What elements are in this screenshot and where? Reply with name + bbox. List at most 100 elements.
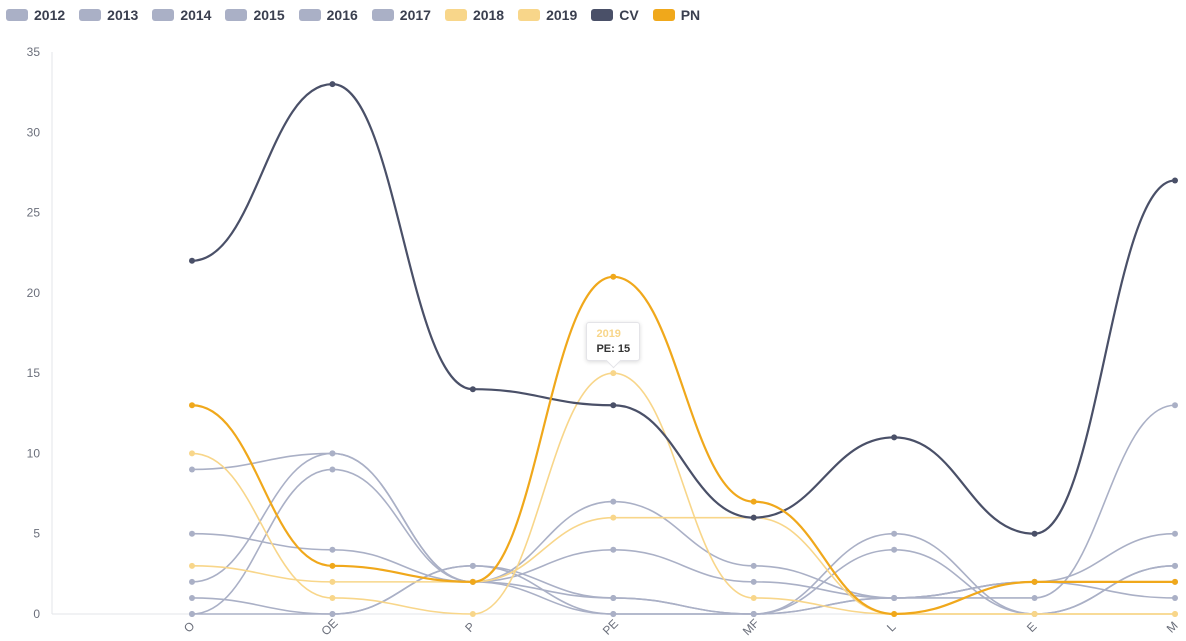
data-point-2012 xyxy=(1031,594,1038,601)
data-point-2015 xyxy=(891,530,898,537)
legend-swatch xyxy=(371,9,394,21)
x-tick-label: P xyxy=(462,619,478,635)
data-point-2015 xyxy=(1172,562,1178,569)
y-tick-label: 35 xyxy=(27,45,41,59)
y-tick-label: 30 xyxy=(27,125,41,139)
legend-swatch xyxy=(79,9,102,21)
legend-item-cv[interactable]: CV xyxy=(591,7,639,23)
data-point-2019 xyxy=(1031,611,1038,617)
data-point-pn xyxy=(750,498,757,505)
legend-label: CV xyxy=(619,7,639,23)
legend-swatch xyxy=(591,9,614,21)
data-point-pn xyxy=(610,273,617,280)
series-line-cv xyxy=(191,83,1176,535)
x-tick-label: O xyxy=(181,619,198,636)
legend-item-2013[interactable]: 2013 xyxy=(79,7,138,23)
legend-label: 2012 xyxy=(34,7,66,23)
series-line-pn xyxy=(191,275,1175,616)
series-line-2017 xyxy=(191,565,1175,615)
data-point-cv xyxy=(891,434,898,441)
data-point-2014 xyxy=(189,578,195,585)
legend-swatch xyxy=(225,9,248,21)
data-point-2013 xyxy=(1172,530,1178,537)
y-tick-label: 20 xyxy=(27,286,41,300)
x-tick-label: MF xyxy=(740,616,762,638)
data-point-pn xyxy=(1172,578,1178,585)
legend-item-2017[interactable]: 2017 xyxy=(371,7,431,23)
legend-item-pn[interactable]: PN xyxy=(652,7,701,23)
data-point-2014 xyxy=(329,450,336,457)
legend-swatch xyxy=(152,9,175,21)
data-point-2016 xyxy=(750,578,757,585)
data-point-2017 xyxy=(750,611,757,617)
legend-label: 2017 xyxy=(399,7,431,23)
legend-label: 2019 xyxy=(546,7,578,23)
data-point-2016 xyxy=(610,546,617,553)
data-point-2017 xyxy=(469,562,476,569)
data-point-2013 xyxy=(750,562,757,569)
series-line-2019 xyxy=(191,372,1175,615)
y-tick-label: 25 xyxy=(27,206,41,220)
data-point-2019 xyxy=(189,450,195,457)
legend-swatch xyxy=(298,9,321,21)
legend-swatch xyxy=(518,9,541,21)
legend-label: 2014 xyxy=(180,7,212,23)
x-tick-label: OE xyxy=(319,616,341,638)
data-point-2019 xyxy=(1172,611,1178,617)
data-point-pn xyxy=(1031,578,1038,585)
data-point-cv xyxy=(329,81,336,88)
data-point-2015 xyxy=(610,594,617,601)
series-line-2016 xyxy=(191,468,1176,615)
data-point-2018 xyxy=(189,562,195,569)
data-point-2017 xyxy=(610,611,617,617)
x-tick-label: L xyxy=(884,620,899,635)
x-tick-label: E xyxy=(1024,619,1040,635)
legend-item-2015[interactable]: 2015 xyxy=(225,7,285,23)
data-point-2014 xyxy=(891,546,898,553)
x-tick-label: M xyxy=(1164,619,1181,636)
legend-swatch xyxy=(652,9,675,21)
legend-swatch xyxy=(444,9,467,21)
data-point-cv xyxy=(750,514,757,521)
chart-tooltip: 2019 PE: 15 xyxy=(586,322,641,369)
data-point-pn xyxy=(329,562,336,569)
data-point-2015 xyxy=(189,594,195,601)
data-point-2019 xyxy=(469,611,476,617)
data-point-2018 xyxy=(610,514,617,521)
data-point-2013 xyxy=(610,498,617,505)
data-point-2016 xyxy=(1172,594,1178,601)
data-point-cv xyxy=(1172,177,1178,184)
data-point-2017 xyxy=(189,611,195,617)
legend-label: 2013 xyxy=(107,7,139,23)
series-line-2013 xyxy=(191,500,1176,599)
data-point-2019 xyxy=(750,594,757,601)
legend-item-2018[interactable]: 2018 xyxy=(444,7,504,23)
data-point-2018 xyxy=(329,578,336,585)
series-line-2015 xyxy=(191,532,1176,615)
legend-item-2019[interactable]: 2019 xyxy=(518,7,577,23)
tooltip-value: PE: 15 xyxy=(596,343,631,356)
legend-label: PN xyxy=(680,7,701,23)
data-point-pn xyxy=(189,402,195,409)
legend-item-2014[interactable]: 2014 xyxy=(152,7,211,23)
legend-item-2012[interactable]: 2012 xyxy=(6,7,65,23)
legend-label: 2015 xyxy=(253,7,285,23)
chart-legend: 2012 2013 2014 2015 2016 2017 2018 2019 CV PN xyxy=(6,4,714,26)
y-tick-label: 5 xyxy=(33,527,40,541)
data-point-cv xyxy=(189,257,195,264)
y-tick-label: 0 xyxy=(33,607,40,621)
data-point-2019 xyxy=(610,370,617,377)
data-point-cv xyxy=(469,386,476,393)
x-tick-label: PE xyxy=(600,617,621,638)
y-tick-label: 15 xyxy=(27,366,41,380)
y-tick-label: 10 xyxy=(27,446,41,460)
legend-item-2016[interactable]: 2016 xyxy=(298,7,358,23)
data-point-2013 xyxy=(329,546,336,553)
data-point-cv xyxy=(610,402,617,409)
data-point-2012 xyxy=(189,466,195,473)
data-point-cv xyxy=(1031,530,1038,537)
legend-label: 2016 xyxy=(326,7,358,23)
data-point-pn xyxy=(891,611,898,617)
data-point-2013 xyxy=(189,530,195,537)
